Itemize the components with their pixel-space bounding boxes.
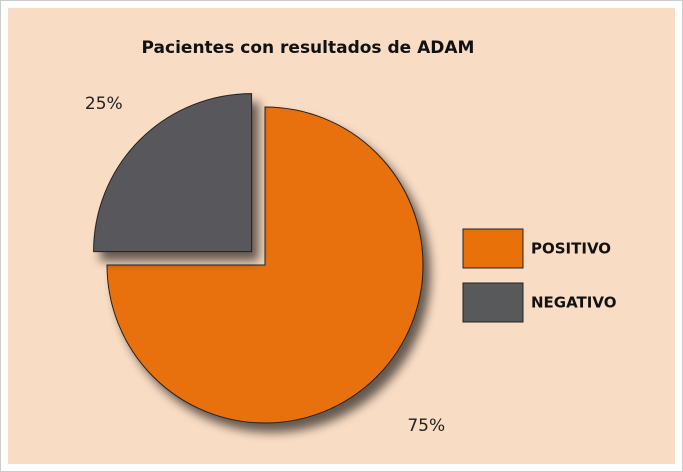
legend-swatch — [462, 228, 524, 269]
data-label: 25% — [85, 94, 123, 114]
pie-slice — [93, 93, 253, 253]
legend-label: POSITIVO — [531, 240, 611, 258]
chart-title: Pacientes con resultados de ADAM — [142, 38, 475, 58]
pie: 75% 25% — [85, 93, 445, 436]
pie-slice — [106, 106, 424, 424]
legend-swatch — [462, 282, 524, 323]
legend-label: NEGATIVO — [531, 294, 616, 312]
legend: POSITIVO NEGATIVO — [462, 228, 616, 323]
data-label: 75% — [407, 416, 445, 436]
